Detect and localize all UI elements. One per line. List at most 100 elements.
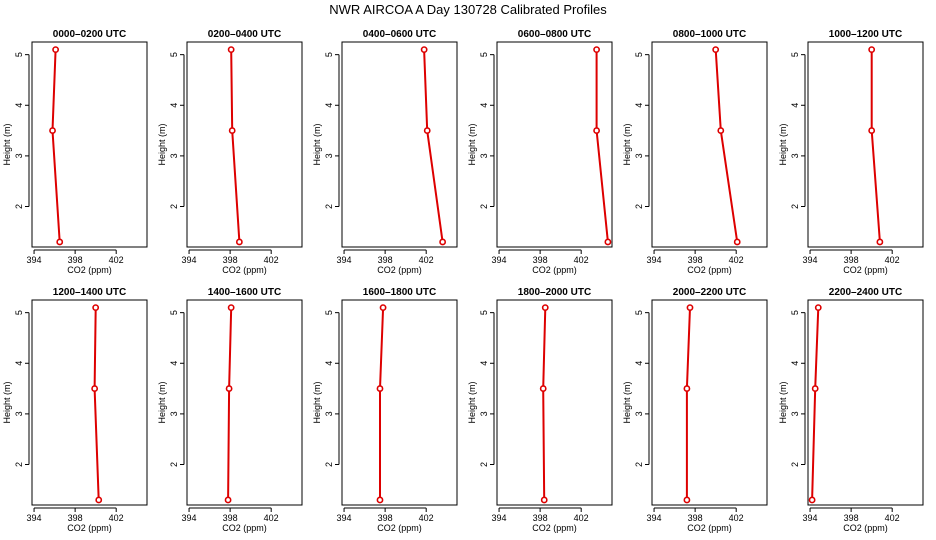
figure-title: NWR AIRCOA A Day 130728 Calibrated Profi… <box>329 2 607 17</box>
y-tick-label: 2 <box>169 204 179 209</box>
x-tick-label: 394 <box>337 255 352 265</box>
data-point <box>49 127 56 134</box>
data-point <box>540 496 548 504</box>
y-axis-label: Height (m) <box>312 123 322 165</box>
x-axis-label: CO2 (ppm) <box>377 265 422 275</box>
data-point <box>52 46 60 53</box>
data-point <box>868 46 876 53</box>
plot-frame <box>496 41 613 248</box>
panel-title: 0200–0400 UTC <box>208 29 281 40</box>
profile-line <box>685 307 691 500</box>
profile-line <box>227 307 233 500</box>
x-tick-label: 402 <box>885 513 900 523</box>
y-tick-label: 5 <box>169 52 179 57</box>
y-axis-label: Height (m) <box>2 381 12 423</box>
data-point <box>686 304 694 311</box>
y-tick-label: 2 <box>169 462 179 467</box>
data-point <box>876 238 884 246</box>
x-tick-label: 394 <box>337 513 352 523</box>
profile-line <box>595 49 609 243</box>
x-tick-label: 402 <box>264 255 279 265</box>
x-tick-label: 398 <box>223 255 238 265</box>
y-tick-label: 4 <box>14 361 24 366</box>
y-tick-label: 5 <box>169 310 179 315</box>
x-tick-label: 402 <box>574 255 589 265</box>
data-point <box>811 385 819 392</box>
y-axis-label: Height (m) <box>312 381 322 423</box>
y-tick-label: 4 <box>324 361 334 366</box>
y-tick-label: 2 <box>790 204 800 209</box>
data-point <box>227 304 235 311</box>
panel-title: 1400–1600 UTC <box>208 287 281 298</box>
panel-title: 1600–1800 UTC <box>363 287 436 298</box>
y-tick-label: 5 <box>634 310 644 315</box>
y-axis-label: Height (m) <box>467 381 477 423</box>
data-point <box>868 127 876 134</box>
data-point <box>376 385 384 392</box>
data-point <box>376 496 384 504</box>
y-tick-label: 4 <box>479 361 489 366</box>
y-tick-label: 4 <box>634 103 644 108</box>
data-point <box>95 496 103 504</box>
x-axis-label: CO2 (ppm) <box>843 523 888 533</box>
data-point <box>604 238 612 246</box>
x-tick-label: 398 <box>844 255 859 265</box>
panel-title: 1800–2000 UTC <box>518 287 591 298</box>
data-point <box>228 127 236 134</box>
y-tick-label: 2 <box>14 204 24 209</box>
y-axis-label: Height (m) <box>778 381 788 423</box>
x-axis-label: CO2 (ppm) <box>67 265 112 275</box>
y-tick-label: 4 <box>324 103 334 108</box>
panel-title: 1200–1400 UTC <box>53 287 126 298</box>
plot-frame <box>341 41 458 248</box>
data-point <box>539 385 547 392</box>
y-tick-label: 2 <box>324 462 334 467</box>
y-axis-label: Height (m) <box>778 123 788 165</box>
y-tick-label: 3 <box>169 411 179 416</box>
panel-title: 0400–0600 UTC <box>363 29 436 40</box>
x-tick-label: 402 <box>419 513 434 523</box>
panel-title: 2200–2400 UTC <box>829 287 902 298</box>
x-tick-label: 402 <box>729 513 744 523</box>
y-axis-label: Height (m) <box>157 123 167 165</box>
profile-line <box>379 307 385 500</box>
x-tick-label: 394 <box>492 513 507 523</box>
data-point <box>379 304 387 311</box>
data-point <box>227 46 235 53</box>
panel-title: 0000–0200 UTC <box>53 29 126 40</box>
x-axis-label: CO2 (ppm) <box>222 523 267 533</box>
x-tick-label: 398 <box>533 513 548 523</box>
x-tick-label: 394 <box>182 255 197 265</box>
x-tick-label: 402 <box>574 513 589 523</box>
y-tick-label: 3 <box>14 411 24 416</box>
y-tick-label: 5 <box>324 310 334 315</box>
x-tick-label: 398 <box>688 255 703 265</box>
x-tick-label: 398 <box>533 255 548 265</box>
data-point <box>235 238 243 246</box>
y-tick-label: 5 <box>479 52 489 57</box>
data-point <box>717 127 725 134</box>
plot-frame <box>807 299 924 506</box>
y-tick-label: 2 <box>479 204 489 209</box>
plot-frame <box>186 41 303 248</box>
data-point <box>225 385 233 392</box>
y-axis-label: Height (m) <box>467 123 477 165</box>
y-tick-label: 3 <box>169 153 179 158</box>
data-point <box>593 46 600 53</box>
y-tick-label: 3 <box>324 411 334 416</box>
data-point <box>420 46 428 53</box>
y-tick-label: 2 <box>634 462 644 467</box>
profile-line <box>542 307 547 500</box>
x-tick-label: 394 <box>182 513 197 523</box>
data-point <box>808 496 816 504</box>
data-point <box>439 238 447 246</box>
x-tick-label: 402 <box>109 255 124 265</box>
y-tick-label: 4 <box>790 103 800 108</box>
x-tick-label: 394 <box>803 513 818 523</box>
